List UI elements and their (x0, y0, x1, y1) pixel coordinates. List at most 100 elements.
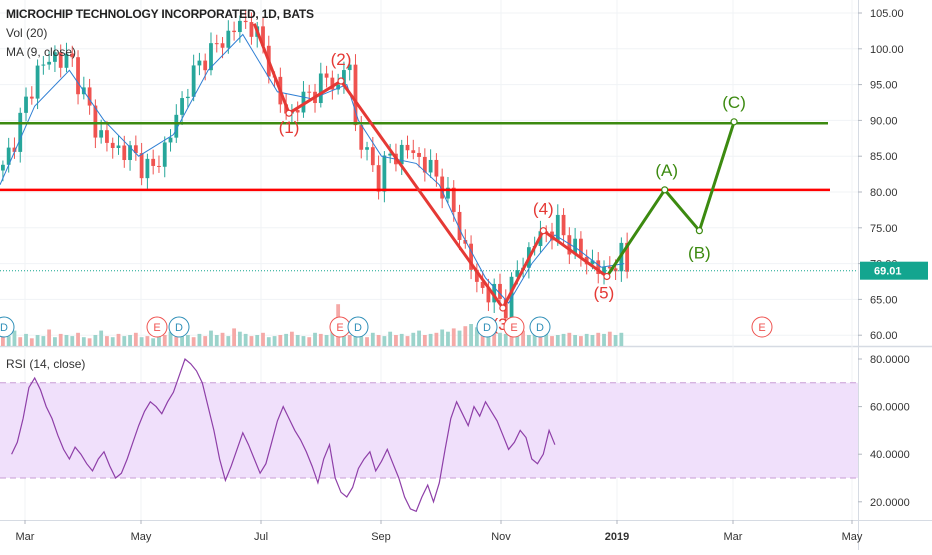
volume-bar (128, 335, 132, 346)
volume-bar (116, 333, 121, 346)
volume-bar (440, 329, 445, 346)
earnings-marker[interactable]: E (503, 316, 525, 338)
price-tick-label: 75.00 (870, 223, 898, 235)
volume-bar (567, 332, 572, 346)
volume-bar (29, 338, 34, 346)
volume-bar (64, 335, 69, 346)
volume-bar (544, 331, 549, 346)
rsi-indicator-label[interactable]: RSI (14, close) (6, 357, 86, 371)
candle-body (58, 52, 63, 68)
dividend-marker-label: D (536, 322, 544, 334)
volume-bar (226, 336, 231, 346)
candle-body (168, 137, 173, 143)
candle-body (185, 96, 190, 99)
ma-line (0, 33, 625, 304)
candle-body (561, 214, 566, 236)
rsi-tick-label: 60.0000 (870, 402, 910, 414)
volume-bar (105, 336, 109, 346)
time-tick-label: May (131, 531, 152, 543)
price-tick-label: 80.00 (870, 187, 898, 199)
dividend-marker[interactable]: D (168, 316, 190, 338)
volume-bar (422, 335, 427, 346)
volume-bar (324, 335, 329, 346)
wave-point (603, 272, 611, 281)
candle-body (220, 43, 225, 48)
volume-bar (521, 330, 525, 346)
wave-point (695, 227, 703, 235)
impulse-wave-line (252, 23, 608, 310)
dividend-marker[interactable]: D (529, 316, 551, 338)
volume-bar (197, 333, 202, 346)
volume-bar (405, 336, 410, 346)
dividend-marker[interactable]: D (476, 316, 498, 338)
candle-body (197, 60, 202, 66)
candle-body (249, 22, 254, 37)
candle-body (342, 70, 346, 85)
volume-bar (428, 333, 433, 346)
volume-bar (370, 332, 375, 346)
earnings-marker[interactable]: E (329, 316, 351, 338)
candle-body (492, 283, 497, 303)
candle-body (180, 98, 184, 115)
candle-body (105, 130, 109, 143)
volume-bar (151, 338, 156, 346)
candle-body (474, 269, 479, 282)
volume-bar (532, 333, 537, 346)
candle-body (116, 145, 121, 149)
volume-bar (359, 333, 364, 346)
volume-bar (191, 337, 196, 346)
wave-point (539, 227, 547, 235)
volume-bar (474, 327, 479, 346)
time-tick-label: Mar (724, 531, 743, 543)
volume-bar (157, 333, 161, 346)
dividend-marker[interactable]: D (347, 316, 369, 338)
earnings-marker[interactable]: E (751, 316, 773, 338)
ma-indicator-label[interactable]: MA (9, close) (6, 45, 77, 59)
earnings-marker[interactable]: E (146, 316, 168, 338)
candle-body (295, 110, 300, 113)
candle-body (330, 77, 335, 90)
volume-bar (145, 336, 150, 346)
candle-body (336, 84, 341, 90)
candle-body (498, 283, 502, 299)
volume-bar (382, 336, 387, 346)
candle-body (376, 165, 381, 192)
last-price-tag (860, 261, 928, 280)
volume-bar (596, 332, 601, 346)
candle-body (573, 238, 578, 255)
volume-bar (365, 337, 369, 346)
dividend-marker-circle (347, 316, 369, 338)
candle-body (428, 159, 433, 173)
candle-body (203, 60, 208, 71)
volume-bar (613, 335, 618, 346)
volume-bar (278, 335, 283, 346)
candle-body (399, 144, 404, 165)
price-tick-label: 85.00 (870, 151, 898, 163)
price-tick-label: 100.00 (870, 44, 904, 56)
volume-bar (232, 328, 236, 346)
volume-bar (243, 333, 248, 346)
volume-bar (139, 337, 144, 346)
wave-label: (A) (655, 161, 678, 180)
candle-body (70, 53, 75, 58)
volume-bar (1, 332, 5, 346)
candle-body (457, 211, 462, 240)
candle-body (579, 238, 583, 257)
rsi-tick-label: 80.0000 (870, 354, 910, 366)
volume-bar (607, 331, 612, 346)
volume-bar (538, 332, 543, 346)
candle-body (12, 147, 17, 152)
volume-indicator-label[interactable]: Vol (20) (6, 26, 48, 40)
dividend-marker-circle (529, 316, 551, 338)
dividend-marker[interactable]: D (0, 316, 15, 338)
volume-bar (76, 332, 80, 346)
candle-body (469, 243, 473, 270)
volume-bar (492, 330, 497, 346)
wave-point (499, 304, 507, 312)
volume-bar (53, 337, 57, 346)
earnings-marker-label: E (758, 322, 765, 334)
candle-body (596, 260, 601, 275)
candle-body (405, 144, 410, 151)
